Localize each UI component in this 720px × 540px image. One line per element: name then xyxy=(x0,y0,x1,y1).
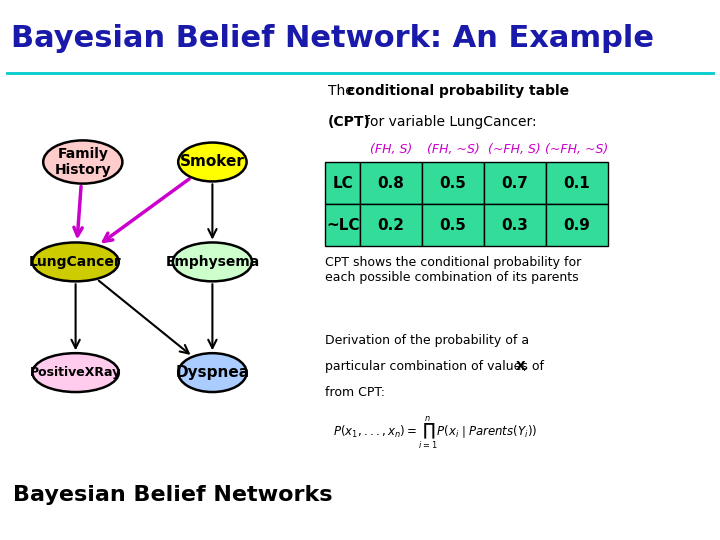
Text: 0.2: 0.2 xyxy=(377,218,405,233)
FancyBboxPatch shape xyxy=(325,204,360,246)
Text: 0.7: 0.7 xyxy=(501,176,528,191)
Text: 0.9: 0.9 xyxy=(563,218,590,233)
Text: Bayesian Belief Network: An Example: Bayesian Belief Network: An Example xyxy=(11,24,654,53)
Ellipse shape xyxy=(43,140,122,184)
Text: 0.1: 0.1 xyxy=(563,176,590,191)
FancyBboxPatch shape xyxy=(325,162,360,204)
Text: $P(x_1,...,x_n) = \prod_{i=1}^{n} P(x_i \mid Parents(Y_i))$: $P(x_1,...,x_n) = \prod_{i=1}^{n} P(x_i … xyxy=(333,414,537,451)
Text: ,: , xyxy=(523,360,527,373)
Text: The: The xyxy=(328,84,358,98)
FancyBboxPatch shape xyxy=(546,204,608,246)
Ellipse shape xyxy=(179,143,246,181)
Text: (~FH, ~S): (~FH, ~S) xyxy=(545,143,608,156)
FancyBboxPatch shape xyxy=(484,162,546,204)
FancyBboxPatch shape xyxy=(360,162,422,204)
FancyBboxPatch shape xyxy=(484,204,546,246)
Ellipse shape xyxy=(179,353,246,392)
FancyBboxPatch shape xyxy=(422,204,484,246)
Text: 0.8: 0.8 xyxy=(377,176,405,191)
Text: 0.3: 0.3 xyxy=(501,218,528,233)
Ellipse shape xyxy=(32,242,119,281)
Text: Dyspnea: Dyspnea xyxy=(176,365,249,380)
Text: (FH, ~S): (FH, ~S) xyxy=(426,143,480,156)
Text: 0.5: 0.5 xyxy=(439,176,467,191)
Text: LungCancer: LungCancer xyxy=(30,255,122,269)
Ellipse shape xyxy=(32,353,119,392)
FancyBboxPatch shape xyxy=(422,162,484,204)
Ellipse shape xyxy=(173,242,252,281)
Text: LC: LC xyxy=(333,176,353,191)
Text: Bayesian Belief Networks: Bayesian Belief Networks xyxy=(13,485,333,505)
Text: (~FH, S): (~FH, S) xyxy=(488,143,541,156)
Text: Smoker: Smoker xyxy=(180,154,245,170)
Text: for variable LungCancer:: for variable LungCancer: xyxy=(365,115,536,129)
Text: particular combination of values of: particular combination of values of xyxy=(325,360,549,373)
Text: CPT shows the conditional probability for
each possible combination of its paren: CPT shows the conditional probability fo… xyxy=(325,256,582,284)
Text: Emphysema: Emphysema xyxy=(166,255,259,269)
Text: conditional probability table: conditional probability table xyxy=(347,84,570,98)
Text: from CPT:: from CPT: xyxy=(325,386,385,399)
Text: PositiveXRay: PositiveXRay xyxy=(30,366,121,379)
Text: 0.5: 0.5 xyxy=(439,218,467,233)
Text: X: X xyxy=(516,360,525,373)
FancyBboxPatch shape xyxy=(360,204,422,246)
Text: Derivation of the probability of a: Derivation of the probability of a xyxy=(325,334,530,347)
Text: (CPT): (CPT) xyxy=(328,115,371,129)
FancyBboxPatch shape xyxy=(546,162,608,204)
Text: (FH, S): (FH, S) xyxy=(370,143,412,156)
Text: ~LC: ~LC xyxy=(326,218,359,233)
Text: Family
History: Family History xyxy=(55,147,111,177)
